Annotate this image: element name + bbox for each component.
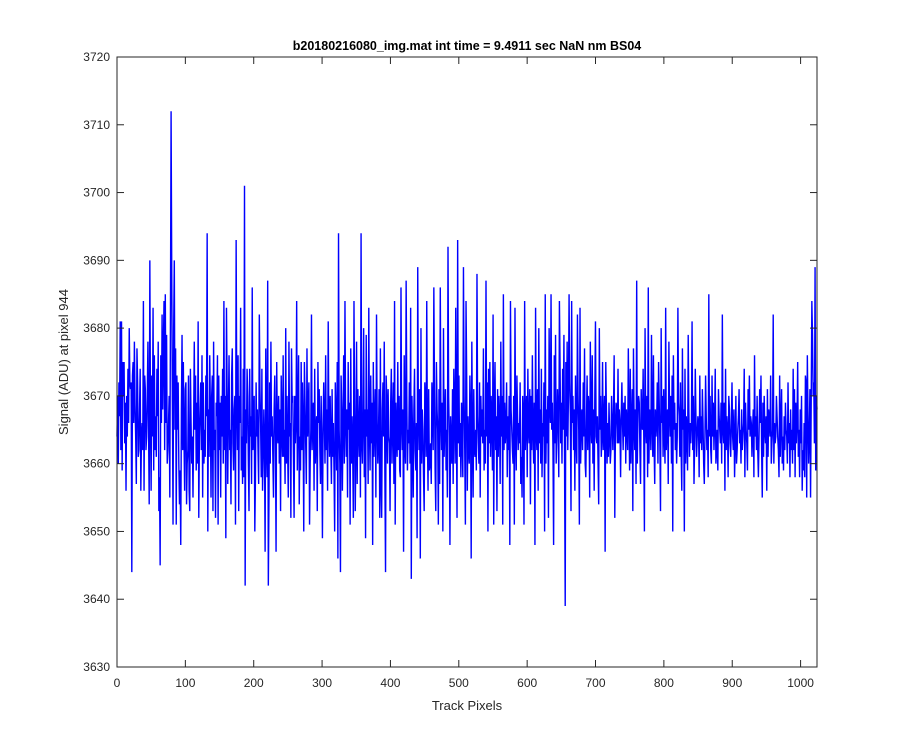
plot-frame: [116, 56, 818, 668]
x-tick-label: 100: [175, 676, 195, 690]
y-tick-label: 3700: [83, 186, 110, 200]
y-tick-label: 3710: [83, 118, 110, 132]
x-tick-label: 700: [586, 676, 606, 690]
x-tick-label: 0: [114, 676, 121, 690]
x-tick-label: 400: [380, 676, 400, 690]
x-axis-ticks: 0 100 200 300 400 500 600 700 800 900 1000: [114, 57, 814, 690]
y-tick-label: 3640: [83, 592, 110, 606]
x-tick-label: 500: [449, 676, 469, 690]
x-tick-label: 900: [722, 676, 742, 690]
y-axis-ticks: 3630 3640 3650 3660 3670 3680 3690 3700 3710 3720: [83, 50, 817, 674]
y-tick-label: 3680: [83, 321, 110, 335]
chart-title: b20180216080_img.mat int time = 9.4911 s…: [293, 39, 642, 53]
y-tick-label: 3650: [83, 524, 110, 538]
y-tick-label: 3630: [83, 660, 110, 674]
y-tick-label: 3660: [83, 457, 110, 471]
data-layer: [116, 111, 818, 607]
x-tick-label: 300: [312, 676, 332, 690]
x-tick-label: 600: [517, 676, 537, 690]
y-tick-label: 3720: [83, 50, 110, 64]
series-line-0: [116, 111, 818, 607]
x-axis-label: Track Pixels: [432, 698, 503, 713]
x-tick-label: 1000: [787, 676, 814, 690]
x-tick-label: 200: [244, 676, 264, 690]
x-tick-label: 800: [654, 676, 674, 690]
y-tick-label: 3690: [83, 253, 110, 267]
y-axis-label: Signal (ADU) at pixel 944: [56, 289, 71, 435]
y-tick-label: 3670: [83, 389, 110, 403]
